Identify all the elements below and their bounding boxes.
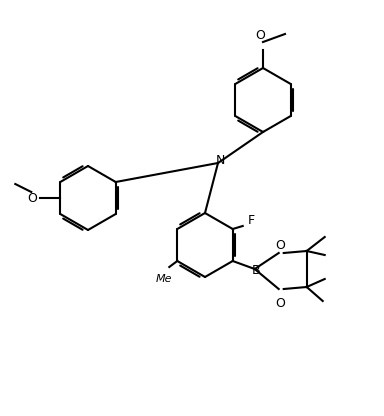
Text: O: O <box>275 297 285 310</box>
Text: N: N <box>215 154 225 168</box>
Text: F: F <box>248 215 255 228</box>
Text: Me: Me <box>156 274 172 284</box>
Text: O: O <box>275 239 285 252</box>
Text: B: B <box>252 263 260 277</box>
Text: O: O <box>27 191 37 205</box>
Text: O: O <box>255 29 265 42</box>
